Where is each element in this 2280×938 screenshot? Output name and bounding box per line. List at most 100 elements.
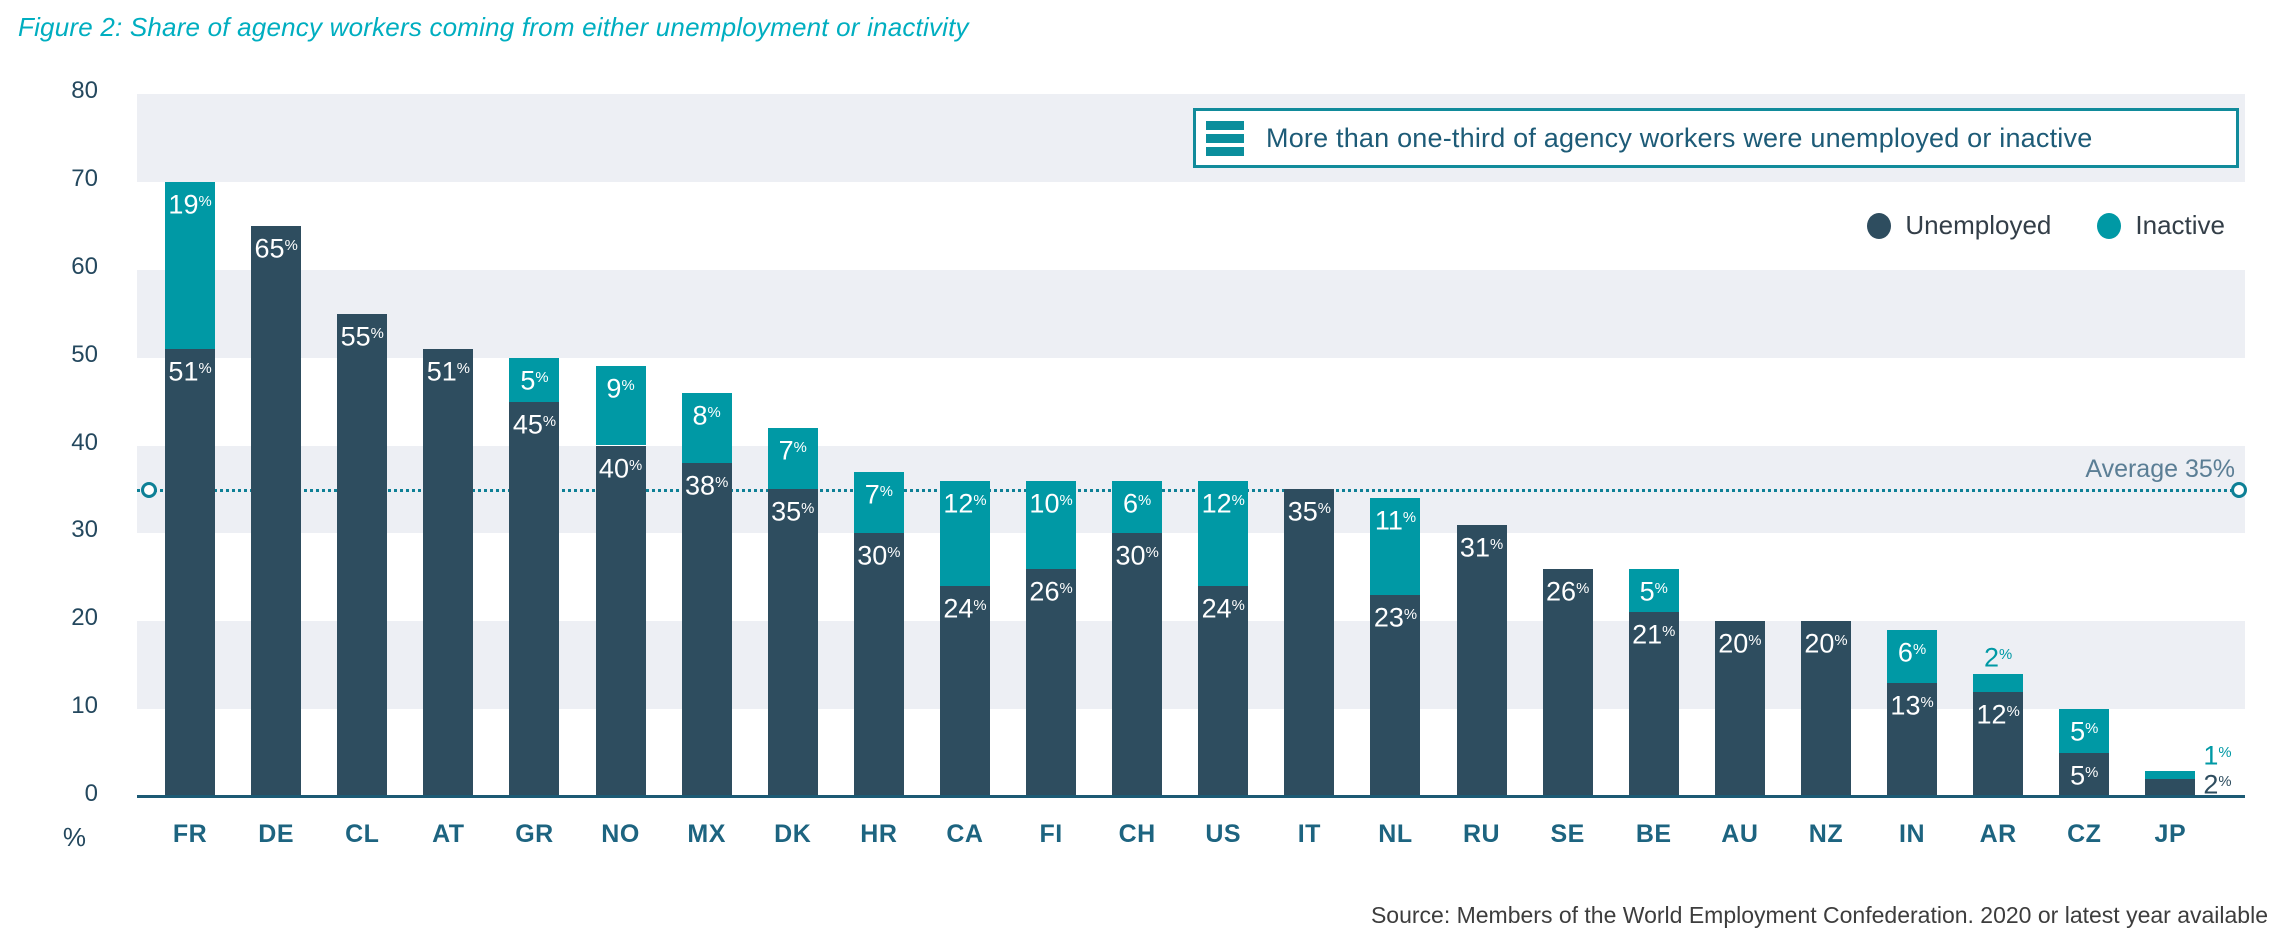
data-label-inactive-CZ: 5% — [2070, 716, 2099, 747]
data-label-unemployed-GR: 45% — [512, 408, 557, 439]
data-label-unemployed-CZ: 5% — [2070, 760, 2099, 791]
bar-segment-inactive-CH — [1112, 480, 1163, 534]
bar-segment-unemployed-CA — [939, 586, 990, 797]
bar-segment-unemployed-IN — [1887, 682, 1938, 797]
data-label-unemployed-FR: 51% — [168, 356, 212, 387]
plot-area: 51% 19% 65% 55% 51% 45% 5% 40% 9% 38% 8% 35% 7% 30% 7%… — [137, 94, 2247, 799]
bar-segment-unemployed-FR — [165, 348, 216, 797]
source-note: Source: Members of the World Employment … — [1370, 902, 2268, 928]
data-label-unemployed-DK: 35% — [771, 496, 815, 527]
data-label-unemployed-US: 24% — [1201, 593, 1245, 624]
unemployed-dot-icon — [1867, 212, 1892, 239]
legend-item-unemployed: Unemployed — [1867, 210, 2051, 241]
x-axis-label-DK: DK — [774, 820, 812, 848]
x-axis-label-NL: NL — [1378, 820, 1413, 848]
data-label-unemployed-NL: 23% — [1373, 602, 1418, 633]
average-line-label: Average 35% — [2085, 455, 2235, 483]
bar-segment-inactive-CA — [939, 480, 990, 587]
legend-item-inactive: Inactive — [2097, 210, 2225, 241]
inactive-dot-icon — [2097, 212, 2122, 239]
x-axis-baseline — [137, 795, 2245, 798]
bar-segment-inactive-NL — [1370, 498, 1421, 595]
figure-title: Figure 2: Share of agency workers coming… — [18, 12, 969, 42]
data-label-unemployed-JP: 2% — [2203, 769, 2232, 800]
data-label-unemployed-AT: 51% — [426, 356, 470, 387]
y-axis-tick-80: 80 — [71, 77, 98, 104]
data-label-inactive-BE: 5% — [1639, 575, 1668, 606]
data-label-unemployed-CA: 24% — [943, 593, 987, 624]
bar-segment-unemployed-CZ — [2059, 753, 2110, 797]
x-axis-label-AU: AU — [1721, 820, 1759, 848]
bar-segment-inactive-MX — [681, 392, 732, 464]
bar-segment-inactive-JP — [2145, 770, 2196, 780]
hamburger-icon — [1206, 120, 1244, 156]
bar-segment-unemployed-US — [1198, 586, 1249, 797]
data-label-unemployed-AU: 20% — [1718, 628, 1762, 659]
bar-segment-unemployed-IT — [1284, 489, 1335, 797]
x-axis-label-JP: JP — [2154, 820, 2187, 848]
bar-segment-unemployed-FI — [1026, 568, 1077, 797]
data-label-inactive-MX: 8% — [692, 400, 721, 431]
data-label-unemployed-AR: 12% — [1976, 698, 2020, 729]
bar-segment-unemployed-SE — [1542, 568, 1593, 797]
legend-label-inactive: Inactive — [2135, 210, 2225, 240]
x-axis-label-BE: BE — [1635, 820, 1672, 848]
average-line — [137, 489, 2245, 493]
callout-box: More than one-third of agency workers we… — [1193, 108, 2239, 168]
bar-segment-unemployed-JP — [2145, 779, 2196, 797]
data-label-inactive-US: 12% — [1201, 488, 1245, 519]
bar-segment-unemployed-RU — [1456, 524, 1507, 797]
x-axis-label-US: US — [1205, 820, 1242, 848]
data-label-unemployed-FI: 26% — [1029, 575, 1073, 606]
data-label-unemployed-NZ: 20% — [1804, 628, 1848, 659]
x-axis-label-HR: HR — [860, 820, 898, 848]
x-axis-label-DE: DE — [258, 820, 294, 848]
data-label-inactive-AR: 2% — [1984, 642, 2013, 673]
x-axis-label-AT: AT — [432, 820, 465, 848]
data-label-inactive-CH: 6% — [1123, 488, 1152, 519]
bar-segment-inactive-IN — [1887, 630, 1938, 683]
bar-segment-inactive-DK — [767, 427, 818, 490]
bar-segment-inactive-BE — [1628, 568, 1679, 613]
x-axis-label-FR: FR — [172, 820, 208, 848]
x-axis-label-RU: RU — [1462, 820, 1501, 848]
data-label-unemployed-SE: 26% — [1546, 575, 1590, 606]
x-axis-label-CZ: CZ — [2067, 820, 2102, 848]
bar-segment-unemployed-GR — [509, 401, 560, 797]
y-axis-tick-20: 20 — [71, 604, 98, 632]
x-axis-label-SE: SE — [1550, 820, 1585, 848]
bar-segment-unemployed-DK — [767, 489, 818, 797]
data-label-unemployed-DE: 65% — [254, 233, 298, 264]
data-label-inactive-NL: 11% — [1374, 505, 1417, 536]
bar-segment-unemployed-NZ — [1800, 621, 1851, 797]
legend-label-unemployed: Unemployed — [1905, 210, 2052, 240]
bar-segment-inactive-FR — [165, 181, 216, 349]
bar-segment-unemployed-DE — [251, 225, 302, 797]
data-label-inactive-HR: 7% — [864, 479, 893, 510]
x-axis-label-GR: GR — [515, 820, 554, 848]
bar-segment-unemployed-AU — [1714, 621, 1765, 797]
data-label-unemployed-BE: 21% — [1632, 619, 1676, 650]
bar-segment-inactive-HR — [853, 471, 904, 534]
bar-segment-inactive-US — [1198, 480, 1249, 587]
average-line-right-endpoint — [2231, 482, 2247, 499]
y-axis-unit-label: % — [62, 822, 86, 852]
average-line-left-endpoint — [141, 482, 157, 499]
bar-segment-unemployed-MX — [681, 463, 732, 797]
data-label-inactive-JP: 1% — [2203, 740, 2232, 771]
y-axis-tick-70: 70 — [71, 164, 98, 192]
data-label-unemployed-IT: 35% — [1287, 496, 1331, 527]
data-label-unemployed-RU: 31% — [1459, 532, 1504, 562]
data-label-unemployed-MX: 38% — [685, 470, 729, 501]
bar-segment-inactive-NO — [595, 366, 646, 446]
data-label-unemployed-NO: 40% — [598, 452, 643, 483]
data-label-inactive-GR: 5% — [520, 365, 549, 396]
x-axis-label-IT: IT — [1297, 820, 1321, 848]
y-axis-tick-10: 10 — [71, 692, 98, 720]
x-axis-label-CA: CA — [946, 820, 984, 848]
x-axis-label-CL: CL — [345, 820, 380, 848]
bar-segment-unemployed-NO — [595, 445, 646, 797]
bar-segment-unemployed-NL — [1370, 594, 1421, 797]
grid-band — [137, 269, 2245, 358]
bar-segment-unemployed-AR — [1973, 691, 2024, 797]
